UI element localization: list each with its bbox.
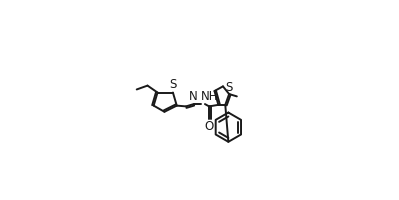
Text: NH: NH bbox=[201, 90, 218, 103]
Text: S: S bbox=[169, 78, 177, 91]
Text: S: S bbox=[225, 81, 232, 94]
Text: O: O bbox=[204, 120, 213, 133]
Text: N: N bbox=[190, 90, 198, 103]
